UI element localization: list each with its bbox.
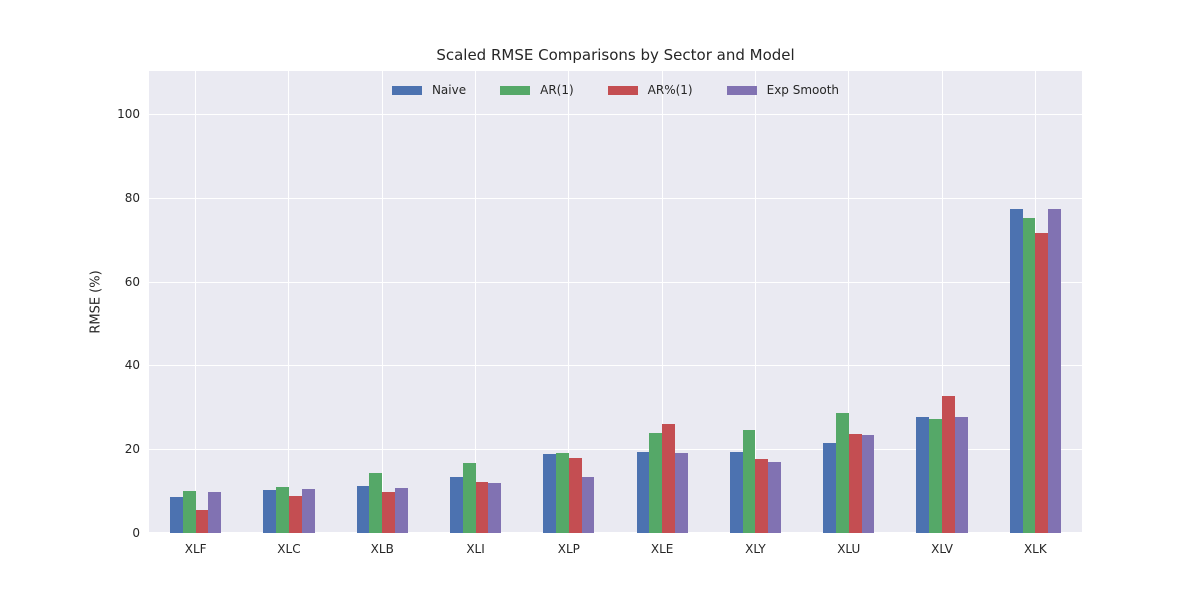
bar-xlk-ar1 xyxy=(1022,218,1036,533)
gridline-horizontal xyxy=(149,281,1082,283)
gridline-vertical xyxy=(568,71,570,533)
bar-xle-naive xyxy=(636,452,650,533)
y-tick-label: 20 xyxy=(124,442,140,457)
y-tick-label: 60 xyxy=(124,274,140,289)
bar-xlf-ar1 xyxy=(195,509,209,533)
bar-xlf-naive xyxy=(170,496,183,533)
legend-label: AR%(1) xyxy=(647,83,693,97)
gridline-vertical xyxy=(475,71,477,533)
gridline-vertical xyxy=(941,71,943,533)
chart-title: Scaled RMSE Comparisons by Sector and Mo… xyxy=(436,46,795,64)
bar-xlk-expsmooth xyxy=(1048,209,1061,533)
bar-xlp-expsmooth xyxy=(581,476,595,533)
bar-xlv-ar1 xyxy=(929,419,943,533)
plot-area xyxy=(149,71,1082,533)
legend-swatch-icon xyxy=(607,85,638,95)
x-tick-label-xle: XLE xyxy=(650,542,674,556)
bar-xlk-naive xyxy=(1009,209,1023,533)
bar-xlv-naive xyxy=(916,416,930,533)
gridline-horizontal xyxy=(149,197,1082,199)
bar-xly-ar1 xyxy=(755,459,769,533)
bar-xle-ar1 xyxy=(649,433,663,533)
x-tick-label-xlk: XLK xyxy=(1023,542,1047,556)
bar-xlp-ar1 xyxy=(556,452,569,533)
bar-xlp-ar1 xyxy=(568,457,582,533)
bar-xle-ar1 xyxy=(662,424,675,533)
gridline-vertical xyxy=(195,71,197,533)
x-tick-label-xlb: XLB xyxy=(370,542,394,556)
bar-xlb-naive xyxy=(356,486,370,533)
x-tick-label-xlp: XLP xyxy=(557,542,580,556)
x-tick-label-xli: XLI xyxy=(466,542,485,556)
bar-xlu-expsmooth xyxy=(861,434,875,533)
x-tick-label-xlf: XLF xyxy=(184,542,207,556)
legend-swatch-icon xyxy=(391,85,422,95)
bar-xli-expsmooth xyxy=(488,483,502,533)
gridline-vertical xyxy=(381,71,383,533)
y-tick-label: 40 xyxy=(124,358,140,373)
bar-xlf-expsmooth xyxy=(208,491,222,533)
bar-xlv-ar1 xyxy=(942,395,955,533)
legend-item-expsmooth: Exp Smooth xyxy=(726,83,840,97)
legend-label: Naive xyxy=(431,83,467,97)
bar-xlc-ar1 xyxy=(276,486,289,533)
bar-xly-naive xyxy=(729,452,743,533)
y-tick-label: 80 xyxy=(124,190,140,205)
legend-item-ar1: AR%(1) xyxy=(607,83,693,97)
bar-xlk-ar1 xyxy=(1035,232,1049,533)
gridline-vertical xyxy=(848,71,850,533)
legend: Naive AR(1) AR%(1) Exp Smooth xyxy=(149,82,1082,98)
gridline-horizontal xyxy=(149,449,1082,451)
x-tick-label-xlv: XLV xyxy=(931,542,953,556)
bar-xli-naive xyxy=(449,476,463,533)
bar-xlu-ar1 xyxy=(835,413,849,533)
bar-xlf-ar1 xyxy=(182,491,196,533)
x-tick-label-xlc: XLC xyxy=(277,542,301,556)
legend-label: Exp Smooth xyxy=(766,83,840,97)
gridline-horizontal xyxy=(149,114,1082,116)
gridline-vertical xyxy=(661,71,663,533)
bar-xlb-expsmooth xyxy=(395,488,408,533)
legend-swatch-icon xyxy=(500,85,531,95)
gridline-horizontal xyxy=(149,365,1082,367)
bar-xlu-naive xyxy=(823,442,836,533)
bar-xlv-expsmooth xyxy=(954,416,968,533)
bar-xlb-ar1 xyxy=(382,491,396,533)
bar-xlc-naive xyxy=(263,490,277,533)
bar-xli-ar1 xyxy=(475,482,489,533)
x-tick-label-xlu: XLU xyxy=(837,542,861,556)
legend-item-ar1: AR(1) xyxy=(500,83,574,97)
legend-label: AR(1) xyxy=(540,83,574,97)
bar-xlu-ar1 xyxy=(848,433,862,533)
bar-xly-expsmooth xyxy=(768,462,782,533)
legend-item-naive: Naive xyxy=(391,83,467,97)
x-tick-label-xly: XLY xyxy=(745,542,766,556)
y-tick-label: 100 xyxy=(117,107,140,122)
bar-xly-ar1 xyxy=(742,429,756,533)
bar-xlc-ar1 xyxy=(288,496,302,533)
gridline-horizontal xyxy=(149,532,1082,533)
bar-xlp-naive xyxy=(543,454,557,533)
bar-xlc-expsmooth xyxy=(301,489,315,533)
y-tick-label: 0 xyxy=(132,526,140,540)
gridline-vertical xyxy=(754,71,756,533)
bar-xlb-ar1 xyxy=(369,472,383,533)
legend-swatch-icon xyxy=(726,85,757,95)
bar-xle-expsmooth xyxy=(674,452,688,533)
gridline-vertical xyxy=(288,71,290,533)
bar-xli-ar1 xyxy=(462,463,476,533)
